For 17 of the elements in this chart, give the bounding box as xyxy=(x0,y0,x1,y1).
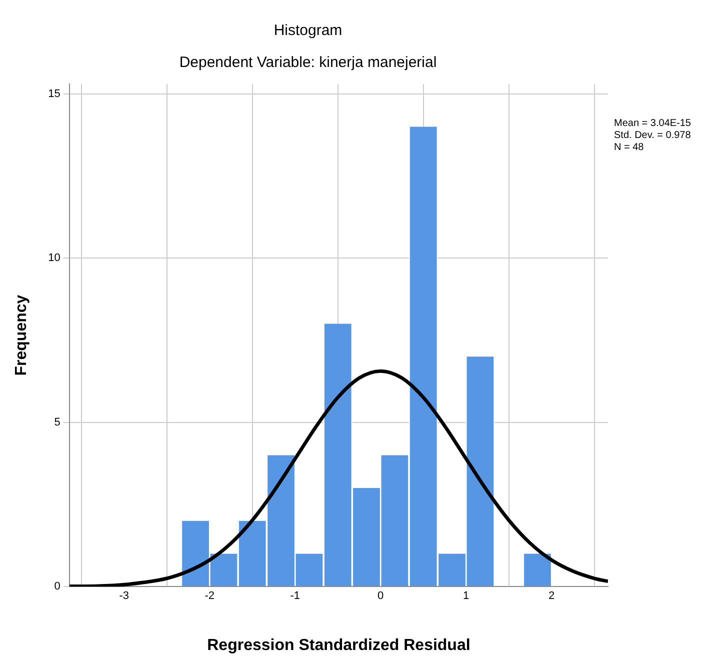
y-tick-label: 0 xyxy=(54,580,60,593)
y-tick-label: 10 xyxy=(48,252,60,264)
chart-subtitle: Dependent Variable: kinerja manejerial xyxy=(179,54,437,72)
x-tick-label: -2 xyxy=(204,590,215,602)
x-tick-label: -3 xyxy=(119,590,130,602)
y-tick-label: 5 xyxy=(54,416,60,428)
y-tick-label: 15 xyxy=(48,88,60,100)
text: Mean = 3.04E-15 xyxy=(614,118,692,129)
x-axis-title: Regression Standardized Residual xyxy=(207,636,470,654)
x-tick-label: 0 xyxy=(378,590,384,602)
x-tick-label: 2 xyxy=(548,590,555,602)
x-tick-label: -1 xyxy=(290,590,300,602)
y-axis-title: Frequency xyxy=(13,294,30,376)
chart-title: Histogram xyxy=(274,22,342,40)
text: Std. Dev. = 0.978 xyxy=(614,130,692,141)
x-tick-label: 1 xyxy=(463,590,470,602)
text: N = 48 xyxy=(614,142,644,153)
